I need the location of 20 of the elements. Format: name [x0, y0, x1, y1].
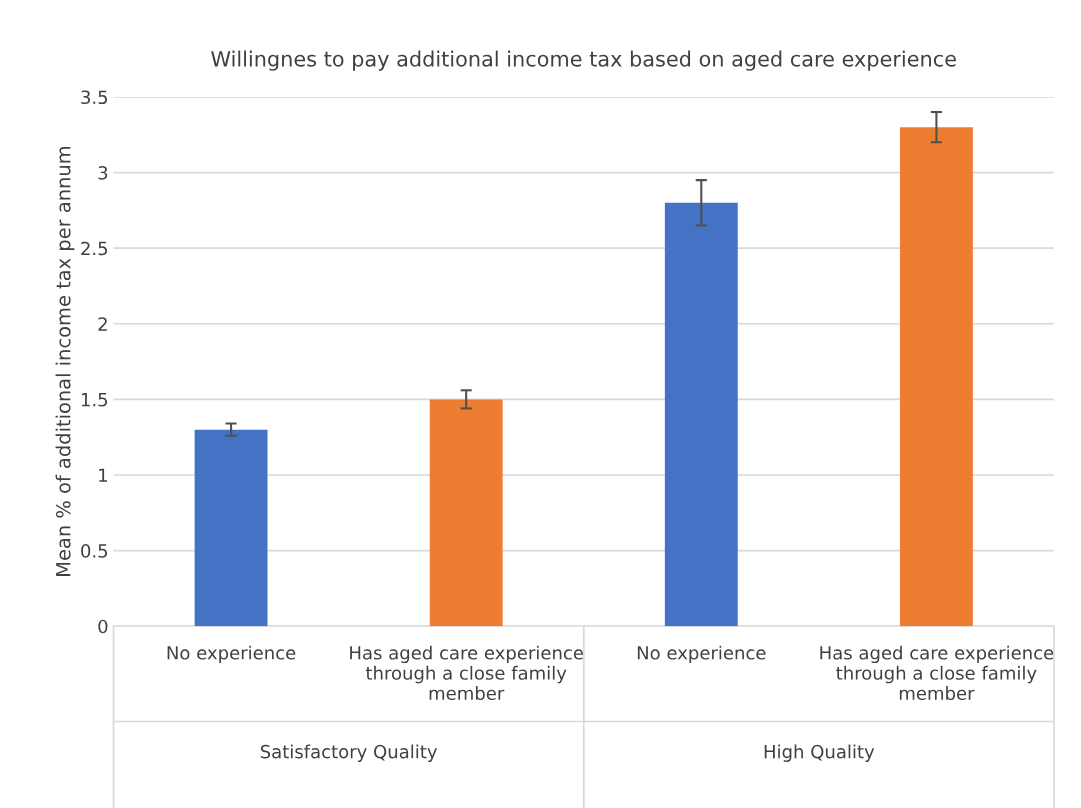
text: High Quality — [764, 744, 875, 762]
bar — [899, 127, 973, 627]
y-tick-label: 0.5 — [81, 544, 108, 558]
y-tick-label: 3 — [98, 166, 108, 180]
y-tick-label: 3.5 — [81, 90, 108, 105]
bar — [664, 202, 738, 627]
y-tick-label: 2 — [98, 317, 107, 331]
y-axis-title: Mean % of additional income tax per annum — [55, 147, 75, 576]
chart-title: Willingnes to pay additional income tax based on aged care experience — [211, 50, 956, 71]
y-tick-label: 0 — [98, 619, 108, 634]
bar — [429, 399, 503, 627]
x-tick-label: Has aged care experience through a close family member — [820, 645, 1054, 701]
text: Satisfactory Quality — [260, 744, 438, 762]
y-tick-label: 1 — [99, 468, 107, 482]
x-tick-label: Has aged care experience through a close family member — [350, 645, 583, 701]
y-tick-label: 2.5 — [81, 241, 108, 256]
y-tick-label: 1.5 — [81, 393, 108, 407]
bar — [194, 429, 268, 627]
x-tick-label: No experience — [637, 645, 766, 664]
x-tick-label: No experience — [167, 645, 296, 664]
